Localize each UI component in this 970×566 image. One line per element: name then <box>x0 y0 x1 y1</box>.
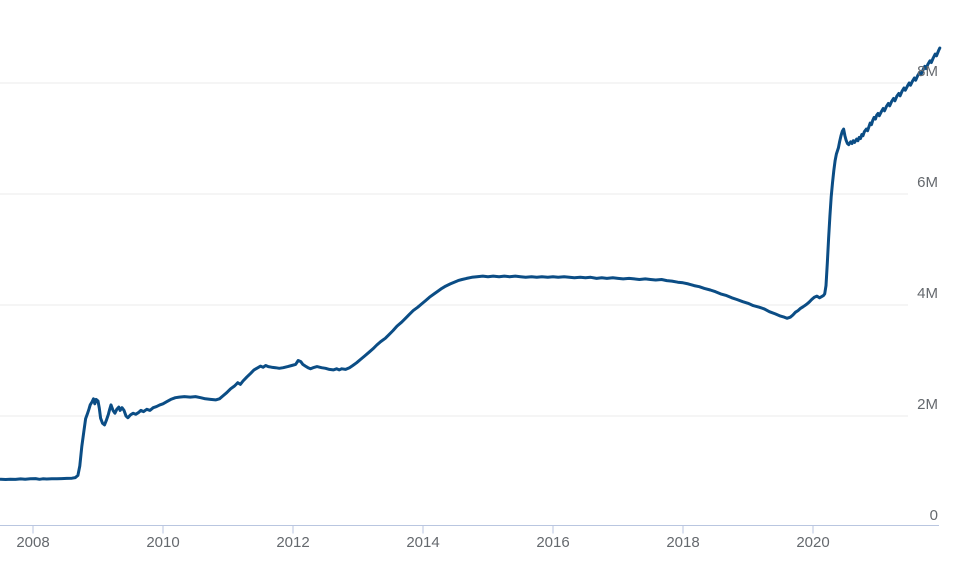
data-series-line <box>0 46 942 481</box>
